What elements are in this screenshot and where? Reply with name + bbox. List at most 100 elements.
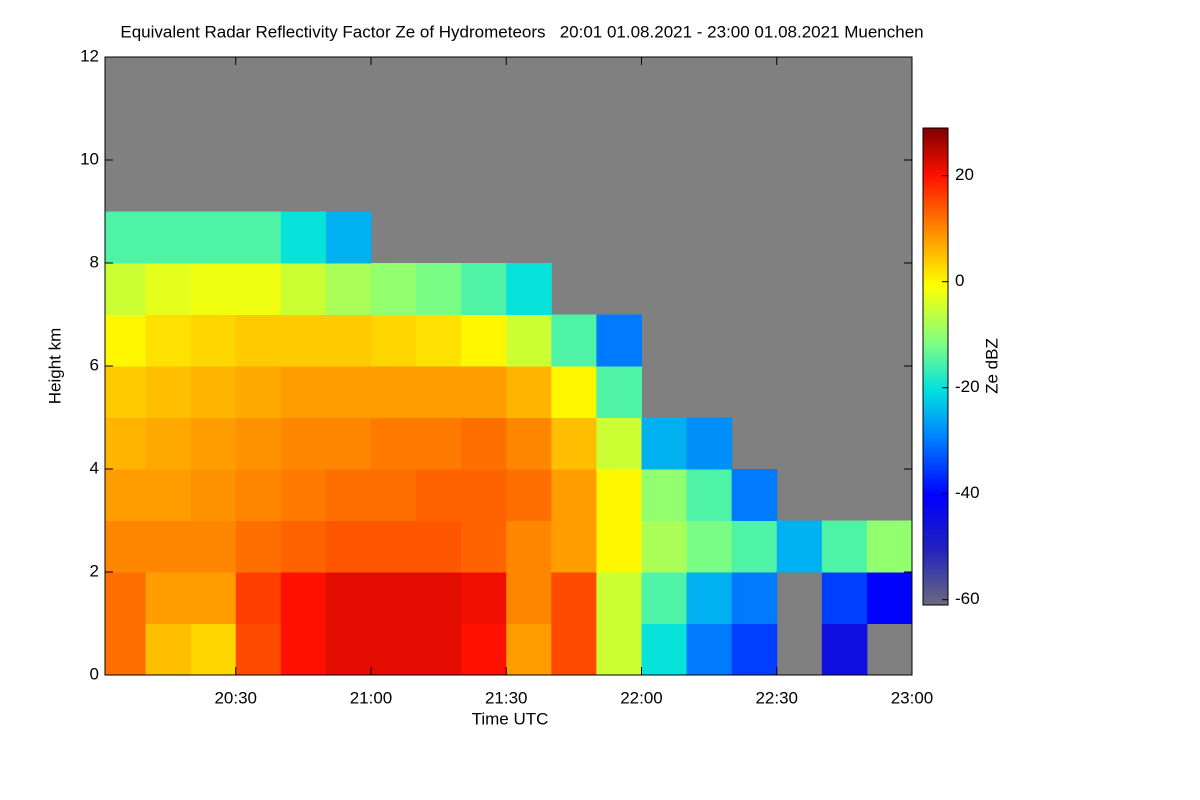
heat-cell bbox=[551, 417, 597, 470]
heat-cell bbox=[370, 623, 417, 676]
x-tick-label: 23:00 bbox=[891, 688, 934, 707]
heat-cell bbox=[325, 572, 372, 624]
heat-cell bbox=[506, 469, 552, 521]
heat-cell bbox=[686, 572, 733, 624]
y-axis-label: Height km bbox=[45, 328, 64, 405]
heat-cell bbox=[641, 469, 688, 521]
heat-cell bbox=[641, 520, 688, 573]
heat-cell bbox=[145, 314, 192, 367]
heat-cell bbox=[551, 572, 597, 624]
heat-cell bbox=[280, 314, 327, 367]
heat-cell bbox=[105, 314, 147, 367]
heat-cell bbox=[641, 572, 688, 624]
heat-cell bbox=[190, 520, 237, 573]
heat-cell bbox=[821, 572, 868, 624]
colorbar-tick-label: 0 bbox=[955, 271, 964, 290]
colorbar bbox=[922, 127, 949, 606]
heat-cell bbox=[370, 263, 417, 315]
heat-cell bbox=[551, 366, 597, 418]
heat-cell bbox=[325, 211, 372, 264]
heat-cell bbox=[145, 623, 192, 676]
heat-cell bbox=[235, 469, 282, 521]
heat-cell bbox=[145, 572, 192, 624]
heat-cell bbox=[506, 366, 552, 418]
heat-cell bbox=[731, 469, 778, 521]
heat-cell bbox=[596, 469, 642, 521]
heat-cell bbox=[731, 572, 778, 624]
heat-cell bbox=[235, 314, 282, 367]
heat-cell bbox=[325, 263, 372, 315]
heat-cell bbox=[190, 366, 237, 418]
heat-cell bbox=[596, 366, 642, 418]
heat-cell bbox=[776, 520, 823, 573]
heat-cell bbox=[416, 623, 462, 676]
heat-cell bbox=[235, 417, 282, 470]
heat-cell bbox=[145, 520, 192, 573]
heat-cell bbox=[105, 572, 147, 624]
heat-cell bbox=[506, 314, 552, 367]
heat-cell bbox=[235, 366, 282, 418]
heat-cell bbox=[461, 572, 507, 624]
heat-cell bbox=[461, 469, 507, 521]
heat-cell bbox=[190, 314, 237, 367]
heat-cell bbox=[731, 520, 778, 573]
heat-cell bbox=[461, 623, 507, 676]
heat-cell bbox=[145, 469, 192, 521]
heat-cell bbox=[145, 366, 192, 418]
heat-cell bbox=[105, 469, 147, 521]
x-tick-label: 21:30 bbox=[485, 688, 528, 707]
heat-cell bbox=[280, 520, 327, 573]
heat-cell bbox=[461, 520, 507, 573]
heat-cell bbox=[190, 469, 237, 521]
heat-cell bbox=[551, 520, 597, 573]
colorbar-tick-label: 20 bbox=[955, 165, 974, 184]
colorbar-tick-label: -60 bbox=[955, 589, 980, 608]
heat-cell bbox=[551, 623, 597, 676]
y-tick-label: 2 bbox=[90, 561, 99, 580]
heat-cell bbox=[821, 623, 868, 676]
heat-cell bbox=[280, 623, 327, 676]
heat-cell bbox=[686, 469, 733, 521]
heat-cell bbox=[551, 469, 597, 521]
heat-cell bbox=[506, 263, 552, 315]
heat-cell bbox=[235, 263, 282, 315]
heat-cell bbox=[235, 572, 282, 624]
y-tick-label: 4 bbox=[90, 458, 99, 477]
heat-cell bbox=[686, 623, 733, 676]
heat-cell bbox=[325, 417, 372, 470]
heat-cell bbox=[641, 623, 688, 676]
heat-cell bbox=[190, 263, 237, 315]
heat-cell bbox=[416, 417, 462, 470]
heat-cell bbox=[325, 623, 372, 676]
x-tick-label: 20:30 bbox=[214, 688, 257, 707]
heat-cell bbox=[370, 417, 417, 470]
heat-cell bbox=[325, 469, 372, 521]
colorbar-tick-label: -40 bbox=[955, 483, 980, 502]
heat-cell bbox=[506, 623, 552, 676]
heat-cell bbox=[325, 366, 372, 418]
heat-cell bbox=[461, 263, 507, 315]
heat-cell bbox=[105, 211, 147, 264]
heat-cell bbox=[235, 520, 282, 573]
heat-cell bbox=[280, 263, 327, 315]
heat-cell bbox=[596, 520, 642, 573]
heat-cell bbox=[190, 572, 237, 624]
heat-cell bbox=[596, 623, 642, 676]
colorbar-label: Ze dBZ bbox=[982, 338, 1001, 394]
heat-cell bbox=[821, 520, 868, 573]
heat-cell bbox=[866, 520, 913, 573]
heat-cell bbox=[461, 417, 507, 470]
heat-cell bbox=[416, 469, 462, 521]
heat-cell bbox=[416, 366, 462, 418]
heat-cell bbox=[280, 417, 327, 470]
heat-cell bbox=[506, 417, 552, 470]
heat-cell bbox=[731, 623, 778, 676]
heat-cell bbox=[105, 263, 147, 315]
heat-cell bbox=[641, 417, 688, 470]
heat-cell bbox=[596, 572, 642, 624]
x-tick-label: 22:00 bbox=[620, 688, 663, 707]
y-tick-label: 12 bbox=[80, 46, 99, 65]
heat-cell bbox=[416, 520, 462, 573]
heat-cell bbox=[145, 211, 192, 264]
y-tick-label: 8 bbox=[90, 252, 99, 271]
